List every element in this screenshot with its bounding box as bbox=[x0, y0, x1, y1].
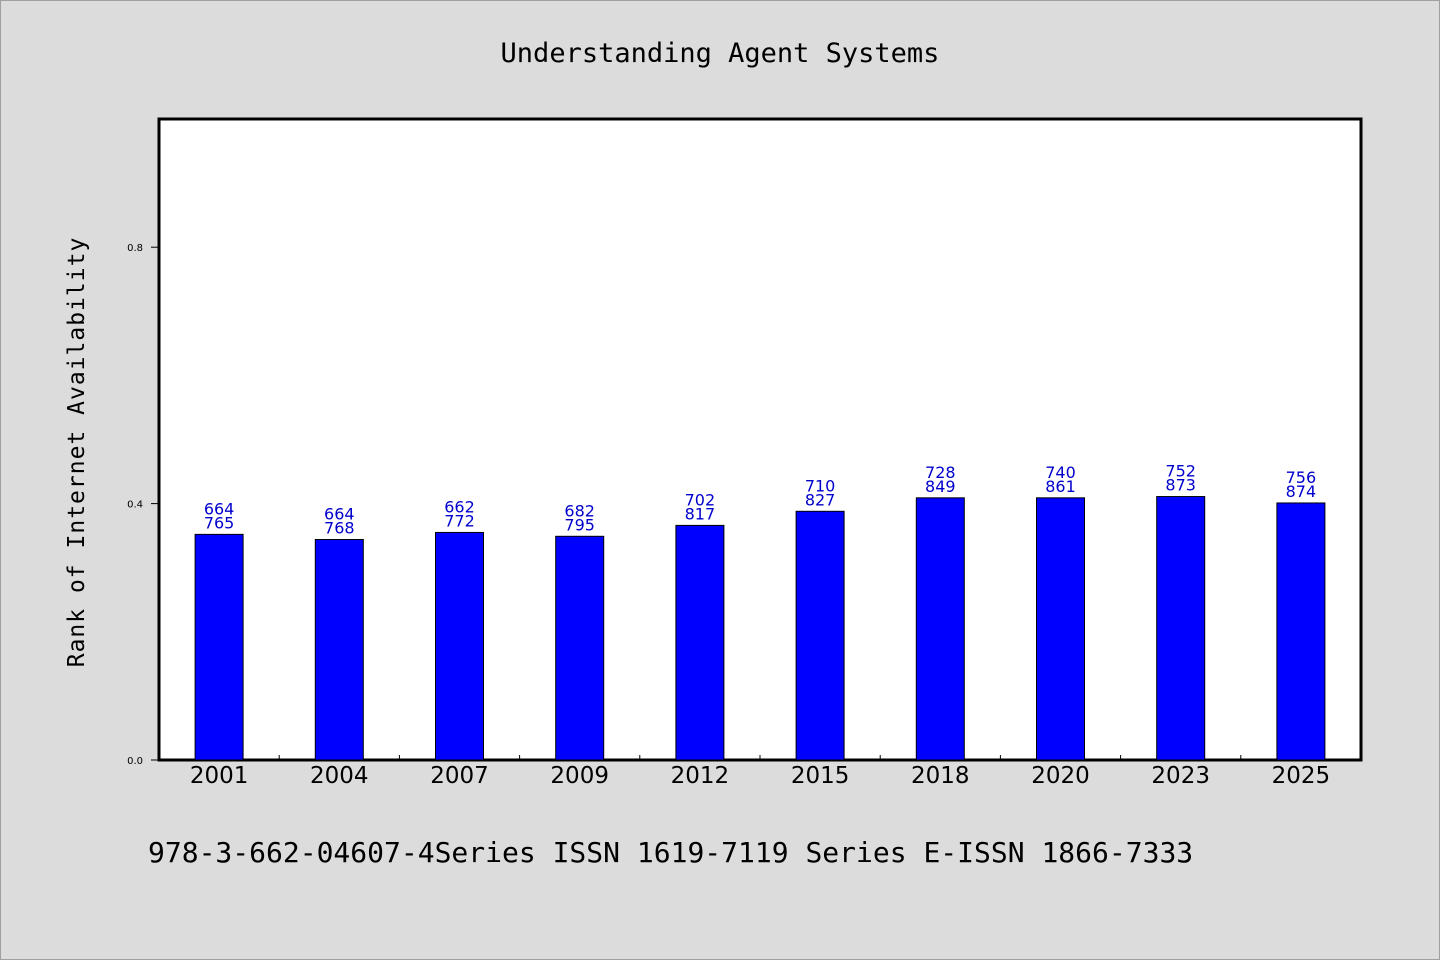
data-label-top-2018: 728 bbox=[925, 463, 956, 482]
bar-2020 bbox=[1036, 497, 1085, 761]
bar-2015 bbox=[795, 510, 845, 761]
data-label-top-2009: 682 bbox=[564, 501, 595, 520]
y-axis-label: Rank of Internet Availability bbox=[64, 237, 90, 668]
data-label-bottom-2023: 873 bbox=[1165, 476, 1196, 495]
y-tick-label-2: 0.8 bbox=[127, 243, 143, 254]
data-label-top-2025: 756 bbox=[1286, 468, 1317, 487]
data-label-bottom-2004: 768 bbox=[324, 518, 355, 537]
bar-2001 bbox=[194, 533, 244, 761]
bar-2009 bbox=[555, 535, 605, 761]
data-label-bottom-2007: 772 bbox=[444, 511, 475, 530]
data-label-top-2004: 664 bbox=[324, 504, 355, 523]
data-label-top-2015: 710 bbox=[805, 476, 836, 495]
data-label-bottom-2018: 849 bbox=[925, 477, 956, 496]
data-label-bottom-2009: 795 bbox=[564, 515, 595, 534]
x-tick-label-2023: 2023 bbox=[1151, 763, 1210, 789]
bar-2018 bbox=[915, 497, 965, 761]
chart-title: Understanding Agent Systems bbox=[501, 38, 940, 69]
bar-2025 bbox=[1276, 502, 1326, 761]
data-label-top-2007: 662 bbox=[444, 497, 475, 516]
footer-citation: 978-3-662-04607-4Series ISSN 1619-7119 S… bbox=[148, 836, 1193, 869]
bar-2012 bbox=[675, 524, 725, 761]
x-tick-label-2025: 2025 bbox=[1272, 763, 1331, 789]
x-tick-label-2004: 2004 bbox=[310, 763, 369, 789]
x-tick-label-2018: 2018 bbox=[911, 763, 970, 789]
data-label-top-2001: 664 bbox=[204, 499, 235, 518]
y-tick-label-0: 0.0 bbox=[127, 756, 143, 767]
bar-2007 bbox=[435, 531, 484, 761]
data-label-bottom-2012: 817 bbox=[685, 504, 716, 523]
chart-marks: 0.00.40.86647652001664768200466277220076… bbox=[127, 243, 1330, 789]
bar-2004 bbox=[314, 538, 364, 761]
data-label-top-2023: 752 bbox=[1165, 462, 1196, 481]
data-label-bottom-2015: 827 bbox=[805, 490, 836, 509]
data-label-bottom-2001: 765 bbox=[204, 513, 235, 532]
x-tick-label-2001: 2001 bbox=[190, 763, 249, 789]
bar-2023 bbox=[1156, 496, 1206, 761]
x-tick-label-2012: 2012 bbox=[671, 763, 730, 789]
x-tick-label-2009: 2009 bbox=[550, 763, 609, 789]
y-tick-label-1: 0.4 bbox=[127, 500, 143, 511]
x-tick-label-2015: 2015 bbox=[791, 763, 850, 789]
data-label-bottom-2025: 874 bbox=[1286, 482, 1317, 501]
x-tick-label-2020: 2020 bbox=[1031, 763, 1090, 789]
data-label-bottom-2020: 861 bbox=[1045, 477, 1076, 496]
data-label-top-2012: 702 bbox=[685, 490, 716, 509]
data-label-top-2020: 740 bbox=[1045, 463, 1076, 482]
x-tick-label-2007: 2007 bbox=[430, 763, 489, 789]
